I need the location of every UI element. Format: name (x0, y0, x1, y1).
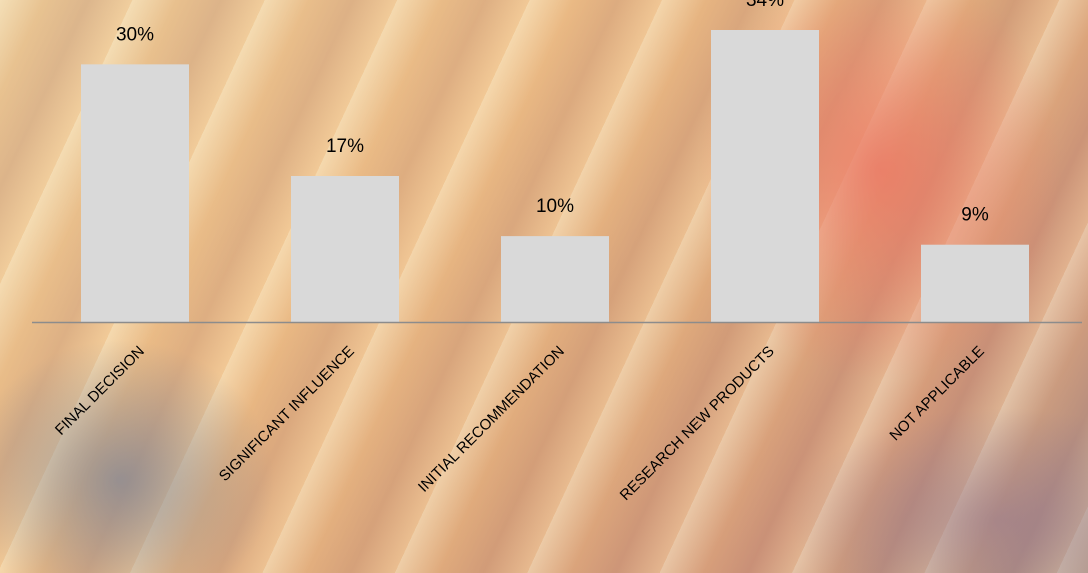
category-label-2: INITIAL RECOMMENDATION (415, 343, 568, 496)
data-label-1: 17% (326, 136, 364, 157)
category-label-1: SIGNIFICANT INFLUENCE (216, 343, 358, 485)
category-label-3: RESEARCH NEW PRODUCTS (617, 343, 778, 504)
bar-4 (921, 244, 1029, 322)
category-label-4: NOT APPLICABLE (886, 343, 987, 444)
data-label-2: 10% (536, 196, 574, 217)
data-label-0: 30% (116, 24, 154, 45)
bar-3 (711, 30, 819, 322)
data-label-4: 9% (961, 205, 989, 226)
bar-0 (81, 64, 189, 323)
bar-1 (291, 176, 399, 322)
category-label-0: FINAL DECISION (52, 343, 148, 439)
bar-2 (501, 236, 609, 322)
data-label-3: 34% (746, 0, 784, 11)
